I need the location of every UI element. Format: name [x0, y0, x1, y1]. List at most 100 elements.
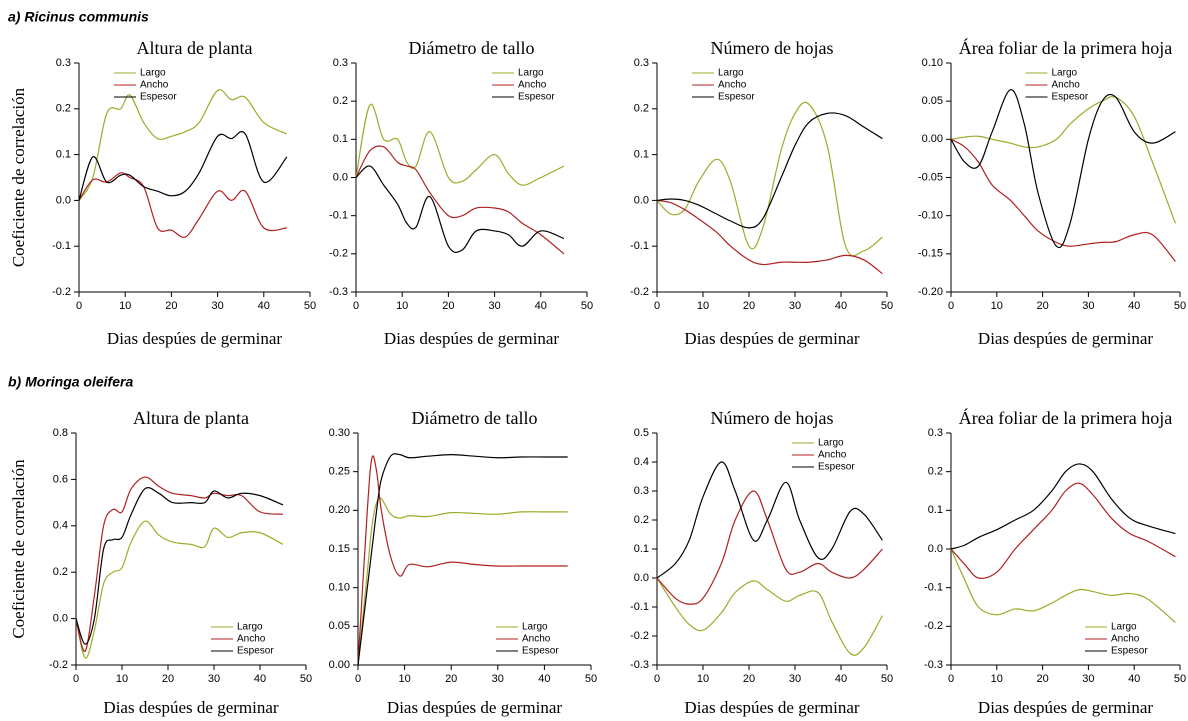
legend-label: Espesor: [718, 92, 755, 103]
x-axis-label: Dias despúes de germinar: [387, 698, 562, 717]
legend-label: Ancho: [818, 450, 847, 461]
x-tick-label: 0: [654, 300, 660, 312]
x-axis-label: Dias despúes de germinar: [684, 329, 859, 348]
x-tick-label: 40: [535, 300, 547, 312]
x-tick-label: 20: [162, 673, 174, 685]
line-series: [75, 476, 284, 652]
legend-label: Largo: [518, 68, 544, 79]
y-tick-label: 0.1: [333, 133, 348, 145]
y-tick-label: 0.2: [634, 514, 649, 526]
y-tick-label: -0.05: [918, 171, 943, 183]
y-tick-label: -0.2: [329, 248, 348, 260]
x-tick-label: 30: [208, 673, 220, 685]
legend-label: Espesor: [522, 646, 559, 657]
y-tick-label: -0.2: [49, 659, 68, 671]
line-series: [78, 89, 288, 201]
y-tick-label: 0.05: [922, 95, 943, 107]
y-tick-label: -0.2: [52, 286, 71, 298]
y-tick-label: -0.2: [630, 630, 649, 642]
y-tick-label: 0.5: [634, 427, 649, 439]
legend-label: Espesor: [140, 92, 177, 103]
legend-label: Largo: [718, 68, 744, 79]
y-axis-label: Coeficiente de correlación: [9, 87, 28, 267]
y-tick-label: -0.1: [924, 582, 943, 594]
x-tick-label: 20: [1036, 300, 1048, 312]
x-tick-label: 10: [119, 300, 131, 312]
x-tick-label: 50: [1174, 300, 1186, 312]
x-tick-label: 20: [743, 673, 755, 685]
x-tick-label: 0: [948, 673, 954, 685]
line-series: [950, 89, 1176, 249]
legend-label: Espesor: [237, 646, 274, 657]
y-tick-label: 0.10: [922, 57, 943, 69]
legend-label: Ancho: [140, 80, 169, 91]
y-tick-label: 0.2: [53, 566, 68, 578]
legend-label: Ancho: [518, 80, 547, 91]
chart-title: Área foliar de la primera hoja: [959, 37, 1172, 58]
x-tick-label: 30: [492, 673, 504, 685]
chart-title: Área foliar de la primera hoja: [959, 407, 1172, 428]
x-axis-label: Dias despúes de germinar: [978, 329, 1153, 348]
x-axis-label: Dias despúes de germinar: [384, 329, 559, 348]
y-tick-label: 0.20: [329, 504, 350, 516]
x-tick-label: 0: [355, 673, 361, 685]
line-series: [75, 520, 284, 659]
legend-label: Largo: [237, 622, 263, 633]
x-tick-label: 40: [254, 673, 266, 685]
y-tick-label: 0.0: [56, 194, 71, 206]
x-tick-label: 50: [881, 673, 893, 685]
legend-label: Largo: [522, 622, 548, 633]
line-series: [656, 490, 883, 605]
line-series: [355, 145, 565, 255]
chart-title: Altura de planta: [137, 38, 253, 58]
y-tick-label: 0.1: [928, 504, 943, 516]
x-tick-label: 10: [398, 673, 410, 685]
x-axis-label: Dias despúes de germinar: [684, 698, 859, 717]
x-tick-label: 10: [697, 300, 709, 312]
x-tick-label: 0: [73, 673, 79, 685]
y-tick-label: 0.10: [329, 582, 350, 594]
y-tick-label: 0.25: [329, 466, 350, 478]
x-tick-label: 50: [1174, 673, 1186, 685]
x-tick-label: 50: [585, 673, 597, 685]
y-tick-label: 0.00: [329, 659, 350, 671]
x-tick-label: 20: [1036, 673, 1048, 685]
x-tick-label: 0: [76, 300, 82, 312]
line-series: [656, 577, 883, 656]
y-tick-label: 0.0: [634, 194, 649, 206]
line-series: [357, 455, 568, 666]
legend-label: Espesor: [818, 462, 855, 473]
chart-title: Diámetro de tallo: [409, 38, 535, 58]
line-series: [656, 461, 883, 579]
x-tick-label: 40: [835, 673, 847, 685]
x-tick-label: 20: [743, 300, 755, 312]
line-series: [355, 103, 565, 186]
x-tick-label: 30: [789, 673, 801, 685]
x-tick-label: 30: [211, 300, 223, 312]
chart-title: Número de hojas: [711, 408, 834, 428]
legend-label: Ancho: [1111, 634, 1140, 645]
legend-label: Largo: [140, 68, 166, 79]
x-axis-label: Dias despúes de germinar: [107, 329, 282, 348]
y-tick-label: -0.20: [918, 286, 943, 298]
y-tick-label: 0.4: [53, 520, 68, 532]
y-tick-label: -0.3: [630, 659, 649, 671]
y-tick-label: -0.2: [924, 620, 943, 632]
x-tick-label: 50: [581, 300, 593, 312]
legend-label: Ancho: [1052, 80, 1081, 91]
y-tick-label: 0.3: [56, 57, 71, 69]
line-series: [656, 199, 883, 275]
y-tick-label: 0.30: [329, 427, 350, 439]
x-axis-label: Dias despúes de germinar: [103, 698, 278, 717]
y-tick-label: 0.0: [634, 572, 649, 584]
x-tick-label: 0: [654, 673, 660, 685]
y-tick-label: -0.3: [329, 286, 348, 298]
x-tick-label: 0: [948, 300, 954, 312]
x-tick-label: 40: [258, 300, 270, 312]
legend-label: Ancho: [718, 80, 747, 91]
legend-label: Ancho: [522, 634, 551, 645]
y-tick-label: 0.0: [928, 543, 943, 555]
line-series: [357, 497, 568, 666]
y-tick-label: -0.1: [52, 240, 71, 252]
